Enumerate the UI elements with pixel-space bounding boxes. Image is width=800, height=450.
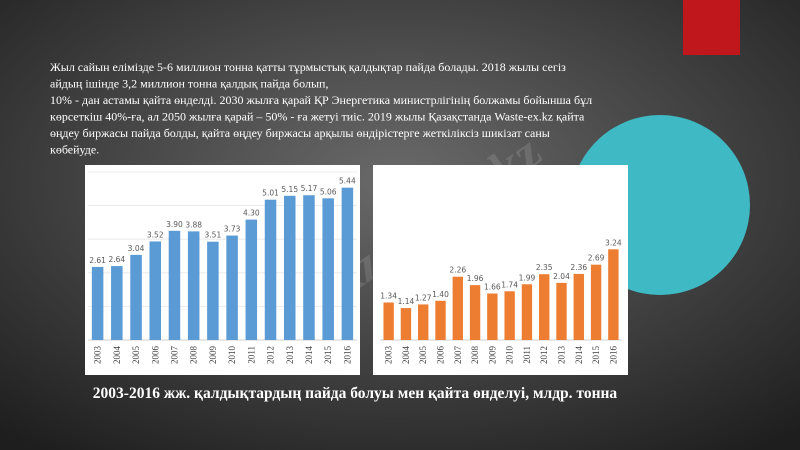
x-tick-label: 2010 bbox=[505, 346, 515, 365]
x-tick-label: 2003 bbox=[93, 346, 103, 365]
value-label: 5.01 bbox=[262, 189, 279, 198]
bar bbox=[264, 199, 277, 340]
bar bbox=[608, 249, 619, 340]
bar bbox=[400, 308, 412, 340]
value-label: 5.06 bbox=[320, 187, 337, 196]
bar bbox=[539, 274, 550, 340]
x-tick-label: 2015 bbox=[591, 346, 601, 365]
bar bbox=[341, 187, 354, 340]
value-label: 1.99 bbox=[519, 273, 536, 282]
x-tick-label: 2016 bbox=[342, 346, 352, 365]
bar bbox=[573, 273, 584, 340]
x-tick-label: 2006 bbox=[436, 346, 446, 365]
bar bbox=[435, 300, 446, 340]
bar bbox=[303, 195, 315, 340]
value-label: 1.27 bbox=[415, 293, 432, 302]
bar bbox=[383, 302, 394, 340]
paragraph-line: 10% - дан астамы қайта өнделді. 2030 жыл… bbox=[50, 93, 592, 107]
value-label: 3.88 bbox=[185, 220, 202, 229]
x-tick-label: 2003 bbox=[384, 346, 394, 365]
value-label: 2.64 bbox=[108, 255, 125, 264]
value-label: 5.15 bbox=[281, 185, 298, 194]
value-label: 4.30 bbox=[243, 209, 260, 218]
x-tick-label: 2004 bbox=[401, 346, 411, 365]
x-tick-label: 2010 bbox=[227, 346, 237, 365]
bar bbox=[245, 219, 258, 340]
x-tick-label: 2013 bbox=[285, 346, 295, 365]
value-label: 1.74 bbox=[501, 280, 518, 289]
x-tick-label: 2006 bbox=[150, 346, 160, 365]
x-tick-label: 2013 bbox=[557, 346, 567, 365]
bar bbox=[149, 241, 162, 340]
value-label: 3.90 bbox=[166, 220, 183, 229]
bar bbox=[111, 266, 123, 340]
x-tick-label: 2011 bbox=[246, 346, 256, 364]
x-tick-label: 2016 bbox=[608, 346, 618, 365]
bar bbox=[91, 266, 104, 340]
x-tick-label: 2009 bbox=[208, 346, 218, 365]
x-tick-label: 2008 bbox=[470, 346, 480, 365]
value-label: 3.52 bbox=[147, 230, 164, 239]
value-label: 2.69 bbox=[588, 254, 605, 263]
bar bbox=[130, 254, 142, 340]
red-block bbox=[683, 0, 740, 55]
bar bbox=[207, 241, 219, 340]
value-label: 2.35 bbox=[536, 263, 553, 272]
bar bbox=[418, 304, 429, 340]
paragraph-line: өңдеу биржасы пайда болды, қайта өңдеу б… bbox=[50, 126, 550, 140]
x-tick-label: 2014 bbox=[574, 346, 584, 365]
value-label: 3.24 bbox=[605, 238, 622, 247]
bar bbox=[556, 282, 567, 340]
value-label: 5.17 bbox=[301, 184, 318, 193]
paragraph-line: айдың ішінде 3,2 миллион тонна қалдық па… bbox=[50, 77, 328, 91]
value-label: 3.51 bbox=[205, 231, 222, 240]
bar bbox=[322, 198, 334, 340]
value-label: 5.44 bbox=[339, 177, 356, 186]
value-label: 3.04 bbox=[128, 244, 145, 253]
x-tick-label: 2004 bbox=[112, 346, 122, 365]
x-tick-label: 2015 bbox=[323, 346, 333, 365]
x-tick-label: 2005 bbox=[131, 346, 141, 365]
x-tick-label: 2012 bbox=[266, 346, 276, 364]
bar bbox=[590, 264, 602, 340]
paragraph-line: көрсеткіш 40%-ға, ал 2050 жылға қарай – … bbox=[50, 110, 585, 124]
bar bbox=[521, 284, 533, 340]
bar bbox=[452, 276, 463, 340]
value-label: 3.73 bbox=[224, 225, 241, 234]
x-tick-label: 2014 bbox=[304, 346, 314, 365]
bar bbox=[487, 293, 498, 340]
x-tick-label: 2009 bbox=[487, 346, 497, 365]
x-tick-label: 2007 bbox=[453, 346, 463, 365]
value-label: 1.96 bbox=[467, 274, 484, 283]
bar bbox=[187, 231, 200, 340]
caption: 2003-2016 жж. қалдықтардың пайда болуы м… bbox=[93, 385, 618, 402]
value-label: 2.26 bbox=[449, 266, 466, 275]
x-tick-label: 2005 bbox=[418, 346, 428, 365]
bar bbox=[469, 285, 481, 340]
x-tick-label: 2011 bbox=[522, 346, 532, 364]
bar bbox=[168, 230, 181, 340]
value-label: 2.36 bbox=[570, 263, 587, 272]
x-tick-label: 2012 bbox=[539, 346, 549, 364]
paragraph-line: көбейуде. bbox=[50, 143, 99, 157]
value-label: 1.40 bbox=[432, 290, 449, 299]
x-tick-label: 2008 bbox=[189, 346, 199, 365]
value-label: 1.66 bbox=[484, 283, 501, 292]
bar bbox=[226, 235, 238, 340]
paragraph-line: Жыл сайын елімізде 5-6 миллион тонна қат… bbox=[50, 60, 566, 74]
bar bbox=[283, 195, 296, 340]
value-label: 1.14 bbox=[398, 297, 415, 306]
value-label: 2.04 bbox=[553, 272, 570, 281]
value-label: 1.34 bbox=[380, 291, 397, 300]
x-tick-label: 2007 bbox=[169, 346, 179, 365]
value-label: 2.61 bbox=[89, 256, 106, 265]
bar bbox=[504, 291, 515, 340]
